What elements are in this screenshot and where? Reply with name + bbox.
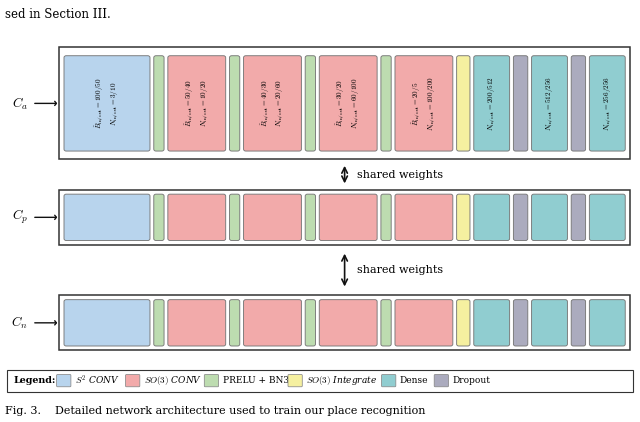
FancyBboxPatch shape (244, 194, 301, 241)
FancyBboxPatch shape (64, 300, 150, 346)
Text: $\tilde{B}_{\mathrm{in/out}} = 20/5$
$N_{\mathrm{in/out}} = 100/200$: $\tilde{B}_{\mathrm{in/out}} = 20/5$ $N_… (411, 76, 436, 131)
FancyBboxPatch shape (56, 375, 71, 387)
Text: Fig. 3.    Detailed network architecture used to train our place recognition: Fig. 3. Detailed network architecture us… (5, 406, 426, 416)
FancyBboxPatch shape (319, 194, 377, 241)
FancyBboxPatch shape (395, 300, 453, 346)
Text: $\tilde{B}_{\mathrm{in/out}} = 40/30$
$N_{\mathrm{in/out}} = 20/60$: $\tilde{B}_{\mathrm{in/out}} = 40/30$ $N… (260, 79, 285, 127)
FancyBboxPatch shape (230, 194, 240, 241)
FancyBboxPatch shape (434, 375, 449, 387)
FancyBboxPatch shape (305, 56, 316, 151)
FancyBboxPatch shape (154, 56, 164, 151)
FancyBboxPatch shape (532, 300, 568, 346)
FancyBboxPatch shape (474, 194, 509, 241)
FancyBboxPatch shape (59, 190, 630, 245)
FancyBboxPatch shape (474, 300, 509, 346)
FancyBboxPatch shape (125, 375, 140, 387)
FancyBboxPatch shape (204, 375, 219, 387)
FancyBboxPatch shape (64, 194, 150, 241)
Text: PRELU + BN3D: PRELU + BN3D (223, 376, 296, 385)
FancyBboxPatch shape (572, 300, 586, 346)
FancyBboxPatch shape (395, 194, 453, 241)
FancyBboxPatch shape (572, 194, 586, 241)
FancyBboxPatch shape (456, 300, 470, 346)
Text: $N_{\mathrm{in/out}} = 200/512$: $N_{\mathrm{in/out}} = 200/512$ (486, 76, 497, 131)
FancyBboxPatch shape (244, 56, 301, 151)
Text: $N_{\mathrm{in/out}} = 512/256$: $N_{\mathrm{in/out}} = 512/256$ (544, 76, 555, 131)
FancyBboxPatch shape (513, 194, 528, 241)
Text: shared weights: shared weights (357, 265, 443, 275)
FancyBboxPatch shape (230, 300, 240, 346)
FancyBboxPatch shape (456, 56, 470, 151)
FancyBboxPatch shape (589, 56, 625, 151)
Text: Dropout: Dropout (452, 376, 490, 385)
FancyBboxPatch shape (168, 56, 226, 151)
FancyBboxPatch shape (513, 300, 528, 346)
FancyBboxPatch shape (305, 194, 316, 241)
Text: $N_{\mathrm{in/out}} = 256/256$: $N_{\mathrm{in/out}} = 256/256$ (602, 76, 612, 131)
FancyBboxPatch shape (154, 194, 164, 241)
Text: $\tilde{B}_{\mathrm{in/out}} = 50/40$
$N_{\mathrm{in/out}} = 10/20$: $\tilde{B}_{\mathrm{in/out}} = 50/40$ $N… (184, 79, 209, 127)
Text: Dense: Dense (400, 376, 428, 385)
FancyBboxPatch shape (474, 56, 509, 151)
Text: $C_n$: $C_n$ (12, 315, 28, 331)
Text: $\tilde{B}_{\mathrm{in/out}} = 100/50$
$N_{\mathrm{in/out}} = 3/10$: $\tilde{B}_{\mathrm{in/out}} = 100/50$ $… (94, 78, 120, 129)
FancyBboxPatch shape (572, 56, 586, 151)
FancyBboxPatch shape (59, 295, 630, 350)
Text: $C_p$: $C_p$ (12, 208, 28, 226)
FancyBboxPatch shape (589, 194, 625, 241)
FancyBboxPatch shape (319, 56, 377, 151)
FancyBboxPatch shape (381, 56, 391, 151)
FancyBboxPatch shape (589, 300, 625, 346)
Text: $SO(3)$ Integrate: $SO(3)$ Integrate (306, 374, 377, 387)
FancyBboxPatch shape (395, 56, 453, 151)
FancyBboxPatch shape (532, 56, 568, 151)
FancyBboxPatch shape (168, 300, 226, 346)
FancyBboxPatch shape (168, 194, 226, 241)
Text: shared weights: shared weights (357, 170, 443, 180)
FancyBboxPatch shape (381, 375, 396, 387)
FancyBboxPatch shape (532, 194, 568, 241)
FancyBboxPatch shape (288, 375, 302, 387)
FancyBboxPatch shape (381, 300, 391, 346)
FancyBboxPatch shape (305, 300, 316, 346)
FancyBboxPatch shape (64, 56, 150, 151)
FancyBboxPatch shape (513, 56, 528, 151)
FancyBboxPatch shape (8, 370, 632, 392)
Text: $\tilde{B}_{\mathrm{in/out}} = 30/20$
$N_{\mathrm{in/out}} = 60/100$: $\tilde{B}_{\mathrm{in/out}} = 30/20$ $N… (335, 78, 361, 129)
Text: $SO(3)$ CONV: $SO(3)$ CONV (144, 374, 202, 387)
FancyBboxPatch shape (456, 194, 470, 241)
FancyBboxPatch shape (244, 300, 301, 346)
Text: $C_a$: $C_a$ (12, 95, 28, 111)
FancyBboxPatch shape (319, 300, 377, 346)
FancyBboxPatch shape (59, 47, 630, 159)
Text: sed in Section III.: sed in Section III. (5, 8, 111, 21)
Text: $S^2$ CONV: $S^2$ CONV (75, 374, 119, 387)
FancyBboxPatch shape (154, 300, 164, 346)
Text: Legend:: Legend: (13, 376, 56, 385)
FancyBboxPatch shape (230, 56, 240, 151)
FancyBboxPatch shape (381, 194, 391, 241)
